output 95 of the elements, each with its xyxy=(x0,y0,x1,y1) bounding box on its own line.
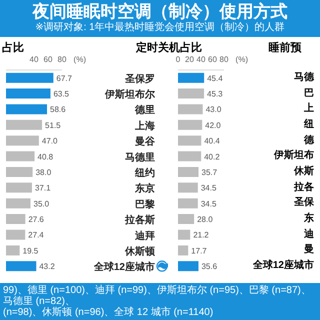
y-tick-label: 全球12座城市 xyxy=(92,261,155,274)
bar xyxy=(6,166,33,177)
bar xyxy=(6,214,26,224)
bar xyxy=(178,214,194,224)
y-tick-label: 上海 xyxy=(134,120,155,132)
data-label: 38.0 xyxy=(36,168,52,177)
x-axis-title: (%) xyxy=(236,55,248,64)
x-tick-label: 80 xyxy=(58,55,67,64)
data-label: 45.3 xyxy=(207,90,224,99)
bar xyxy=(6,104,48,114)
data-label: 51.5 xyxy=(45,120,62,130)
data-label: 43.0 xyxy=(206,105,222,114)
y-tick-label: 马德里 xyxy=(125,151,155,164)
y-tick-label: 伊斯坦布尔 xyxy=(104,88,156,101)
data-label: 47.0 xyxy=(42,136,58,146)
bar xyxy=(6,136,39,146)
data-label: 67.7 xyxy=(56,74,73,83)
text: 马德 xyxy=(294,70,314,85)
y-tick-label: 巴黎 xyxy=(135,198,155,210)
text: 巴 xyxy=(304,86,314,101)
y-tick-label: 曼谷 xyxy=(134,136,156,148)
bar xyxy=(178,136,202,146)
data-label: 63.5 xyxy=(53,90,70,99)
x-tick-label: 60 xyxy=(44,55,53,64)
bar xyxy=(178,182,198,193)
bar xyxy=(6,120,42,130)
y-tick-label: 迪拜 xyxy=(134,230,155,242)
text: 99)、德里 (n=100)、迪拜 (n=99)、伊斯坦布尔 (n=95)、巴黎 (n=87)、马德里 (n=82)、 xyxy=(3,285,312,307)
data-label: 21.2 xyxy=(193,230,210,240)
data-label: 35.7 xyxy=(202,168,218,177)
text: 迪 xyxy=(304,228,314,242)
data-label: 40.2 xyxy=(204,152,220,162)
text: 德 xyxy=(304,134,314,148)
x-tick-label: 40 xyxy=(30,55,39,64)
x-axis-title: (%) xyxy=(74,55,86,64)
bar xyxy=(178,245,188,256)
text: 休斯 xyxy=(294,165,314,179)
y-tick-label: 东京 xyxy=(134,182,155,195)
y-tick-label: 圣保罗 xyxy=(124,72,155,85)
bar xyxy=(178,72,204,83)
x-tick-label: 0 xyxy=(176,55,181,64)
bar xyxy=(6,151,35,162)
bar xyxy=(6,182,32,193)
bar xyxy=(6,261,36,272)
bar xyxy=(178,198,198,208)
text: 伊斯坦布 xyxy=(274,149,314,164)
text: 拉各 xyxy=(294,180,314,195)
data-label: 34.5 xyxy=(200,199,217,208)
bar xyxy=(178,230,190,240)
data-label: 35.0 xyxy=(34,199,50,208)
text: 东 xyxy=(304,212,314,226)
x-tick-label: 60 xyxy=(208,55,218,64)
bar xyxy=(178,88,204,99)
data-label: 28.0 xyxy=(197,215,214,224)
data-label: 58.6 xyxy=(50,105,66,114)
text: 上 xyxy=(304,102,314,116)
bar xyxy=(178,120,202,130)
bar xyxy=(178,261,198,272)
y-tick-label: 纽约 xyxy=(134,167,155,179)
data-label: 45.4 xyxy=(207,74,224,83)
y-tick-label: 拉各斯 xyxy=(124,214,155,226)
bar xyxy=(178,166,199,177)
chart-title: 占比 xyxy=(1,40,25,54)
bar xyxy=(6,230,26,240)
x-tick-label: 80 xyxy=(220,55,229,64)
bar xyxy=(6,72,54,83)
text: (n=98)、休斯顿 (n=96)、全球 12 城市 (n=1140) xyxy=(3,307,214,318)
text: 全球12座城市 xyxy=(252,259,314,274)
bar xyxy=(178,104,203,114)
text: 圣保 xyxy=(294,196,314,210)
text: 纽 xyxy=(304,118,314,132)
data-label: 27.6 xyxy=(28,215,44,224)
bar xyxy=(6,88,50,99)
data-label: 42.0 xyxy=(205,120,222,130)
data-label: 35.6 xyxy=(201,262,218,272)
y-tick-label: 德里 xyxy=(134,104,155,116)
data-label: 43.2 xyxy=(39,262,56,272)
y-tick-label: 休斯顿 xyxy=(124,245,156,258)
data-label: 19.5 xyxy=(22,246,39,256)
data-label: 17.7 xyxy=(191,246,208,256)
data-label: 27.4 xyxy=(28,230,44,240)
data-label: 40.4 xyxy=(204,136,220,146)
data-label: 37.1 xyxy=(34,184,52,193)
text: 睡前预 xyxy=(268,40,302,54)
text: 夜间睡眠时空调（制冷）使用方式 xyxy=(31,2,288,22)
x-tick-label: 40 xyxy=(196,55,206,64)
x-tick-label: 20 xyxy=(185,55,194,64)
bar xyxy=(6,245,20,256)
text: ※调研对象: 1年中最热时睡觉会使用空调（制冷）的人群 xyxy=(34,22,286,34)
text: 曼 xyxy=(304,243,314,258)
chart-title: 定时关机占比 xyxy=(134,40,203,54)
bar xyxy=(6,198,30,208)
data-label: 40.8 xyxy=(38,152,54,162)
data-label: 34.5 xyxy=(200,184,217,193)
bar xyxy=(178,151,202,162)
